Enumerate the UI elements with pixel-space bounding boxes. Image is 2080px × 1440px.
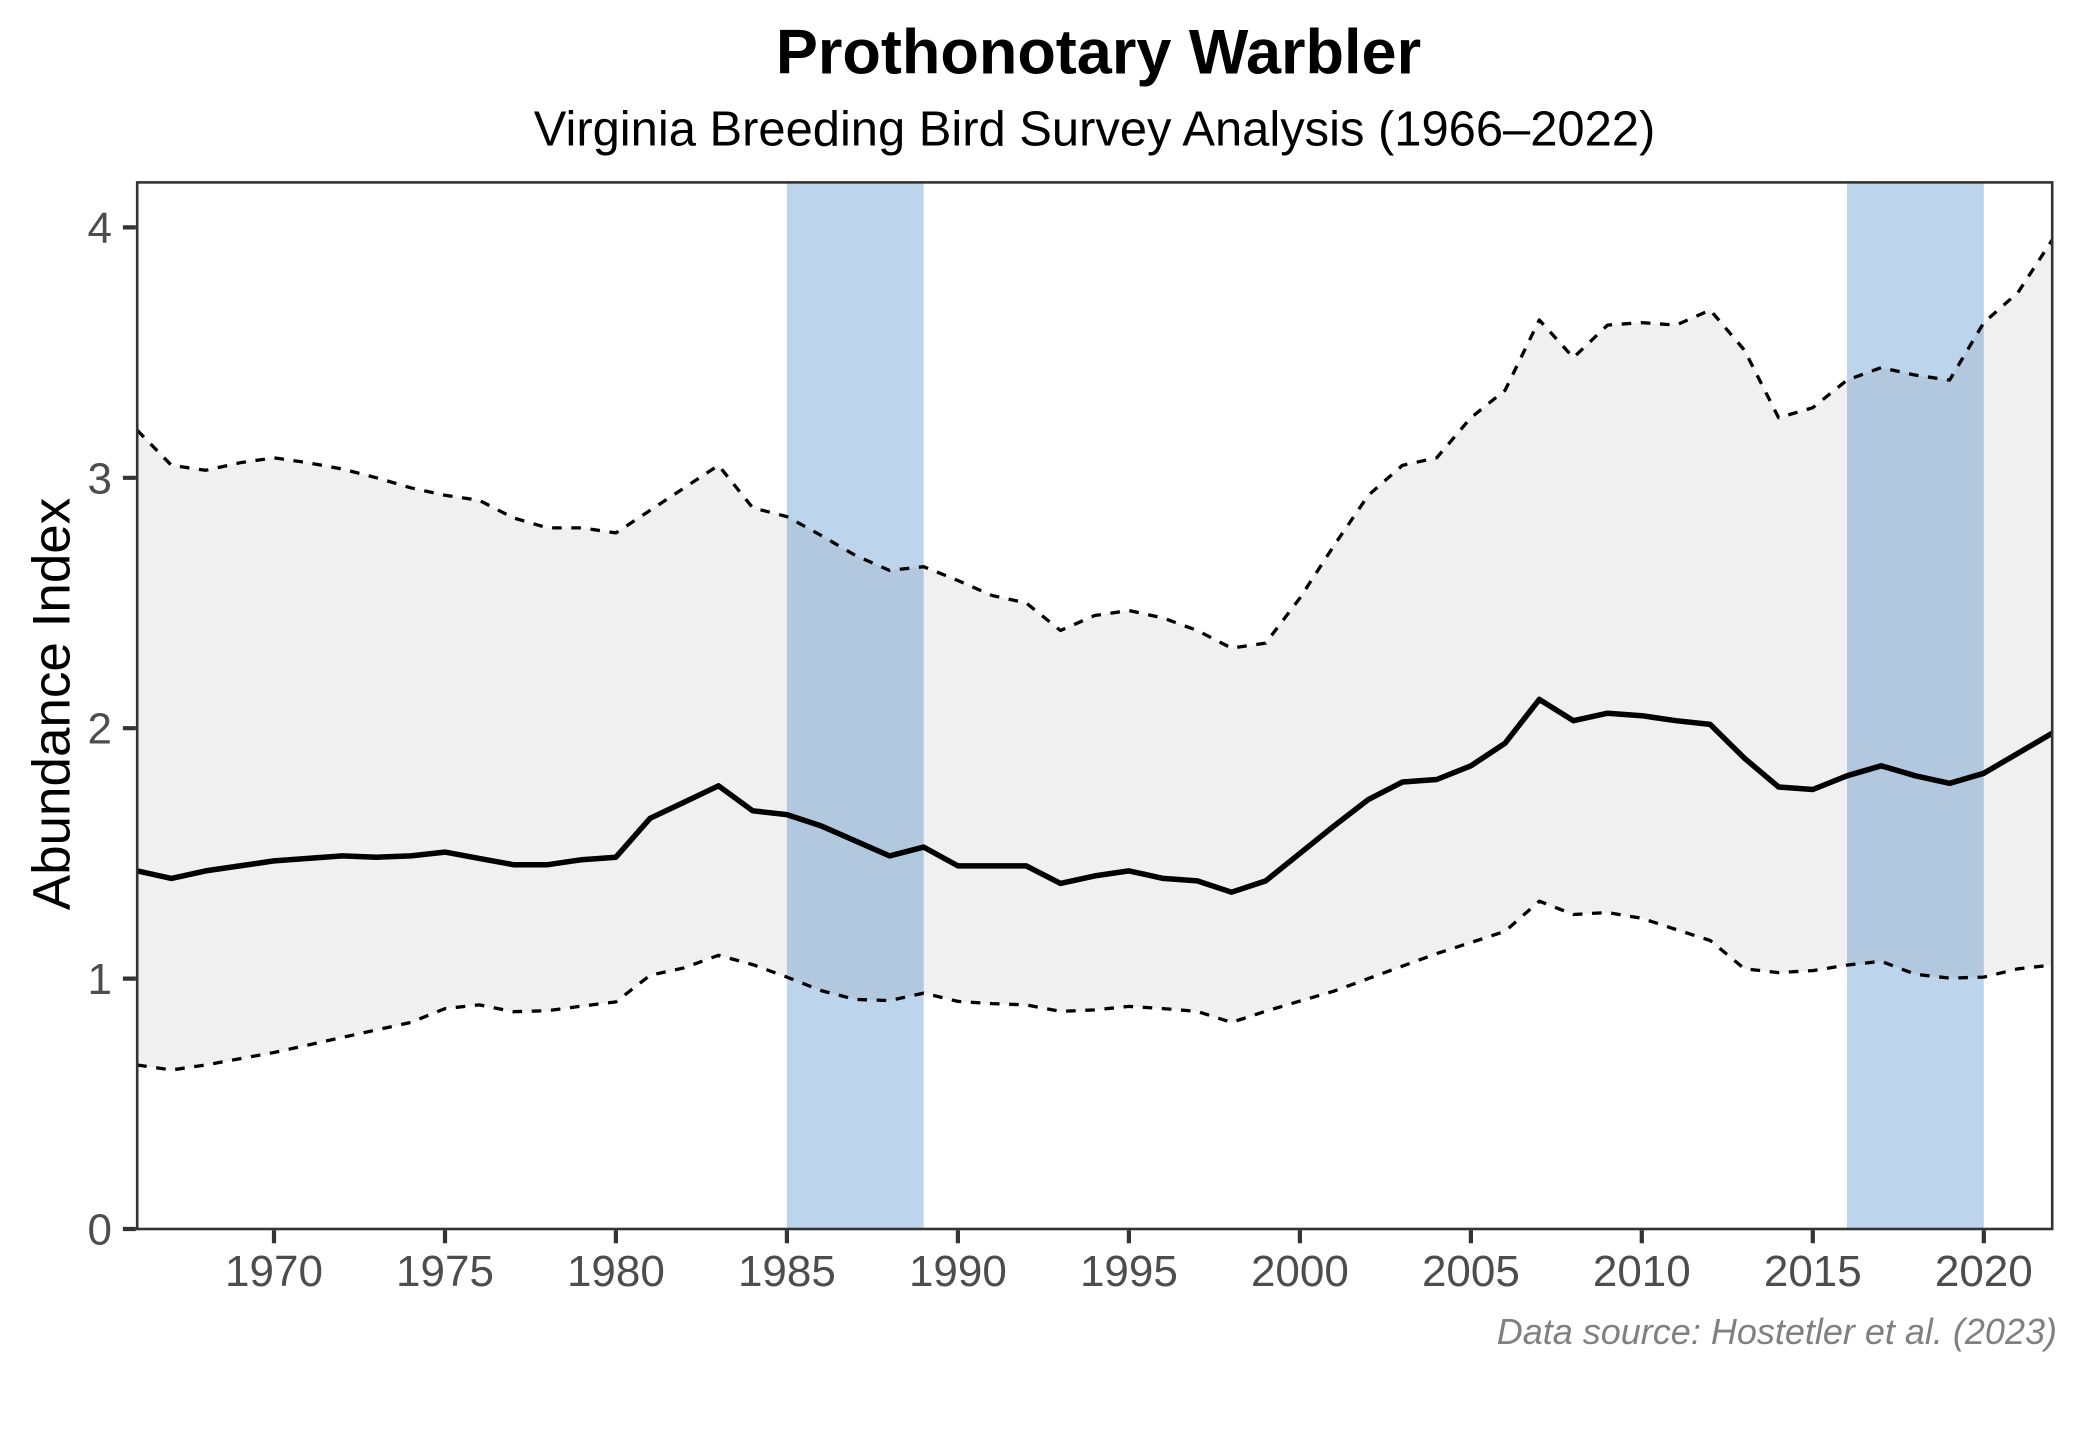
svg-text:2010: 2010 — [1593, 1247, 1691, 1296]
svg-text:1970: 1970 — [225, 1247, 323, 1296]
svg-text:1980: 1980 — [567, 1247, 665, 1296]
svg-text:1985: 1985 — [738, 1247, 836, 1296]
svg-text:2015: 2015 — [1764, 1247, 1862, 1296]
svg-text:4: 4 — [88, 204, 112, 253]
svg-text:0: 0 — [88, 1206, 112, 1255]
svg-text:2: 2 — [88, 705, 112, 754]
svg-text:1975: 1975 — [396, 1247, 494, 1296]
svg-text:1990: 1990 — [909, 1247, 1007, 1296]
svg-text:1995: 1995 — [1080, 1247, 1178, 1296]
svg-text:Prothonotary Warbler: Prothonotary Warbler — [776, 18, 1421, 88]
svg-text:1: 1 — [88, 955, 112, 1004]
svg-text:3: 3 — [88, 454, 112, 503]
svg-text:Data source: Hostetler et al.: Data source: Hostetler et al. (2023) — [1497, 1311, 2057, 1352]
svg-text:2005: 2005 — [1422, 1247, 1520, 1296]
svg-text:Abundance Index: Abundance Index — [23, 498, 82, 911]
svg-text:Virginia Breeding Bird Survey: Virginia Breeding Bird Survey Analysis (… — [534, 102, 1656, 156]
svg-text:2020: 2020 — [1935, 1247, 2033, 1296]
svg-text:2000: 2000 — [1251, 1247, 1349, 1296]
